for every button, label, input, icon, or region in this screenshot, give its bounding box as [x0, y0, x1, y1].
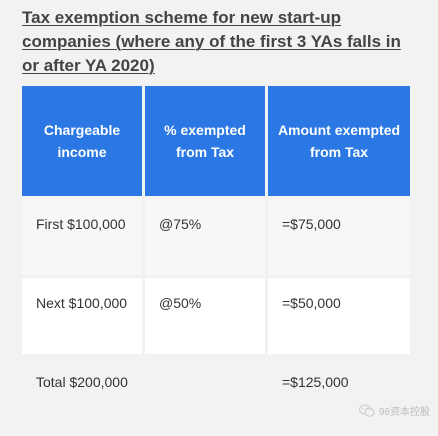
tax-exemption-table: Chargeable income % exempted from Tax Am…	[19, 83, 413, 436]
cell-percent-exempted: @75%	[145, 199, 265, 275]
cell-chargeable-income: Next $100,000	[22, 278, 142, 354]
header-percent-exempted: % exempted from Tax	[145, 86, 265, 196]
cell-percent-exempted	[145, 357, 265, 433]
cell-chargeable-income: Total $200,000	[22, 357, 142, 433]
cell-percent-exempted: @50%	[145, 278, 265, 354]
table-row: Next $100,000 @50% =$50,000	[22, 278, 410, 354]
table-header-row: Chargeable income % exempted from Tax Am…	[22, 86, 410, 196]
header-amount-exempted: Amount exempted from Tax	[268, 86, 410, 196]
table-row: Total $200,000 =$125,000	[22, 357, 410, 433]
cell-amount-exempted: =$75,000	[268, 199, 410, 275]
cell-amount-exempted: =$125,000	[268, 357, 410, 433]
table-row: First $100,000 @75% =$75,000	[22, 199, 410, 275]
document-title: Tax exemption scheme for new start-up co…	[22, 8, 401, 75]
cell-chargeable-income: First $100,000	[22, 199, 142, 275]
watermark-text: 96资本控股	[378, 407, 430, 418]
header-chargeable-income: Chargeable income	[22, 86, 142, 196]
wechat-icon	[358, 404, 375, 417]
cell-amount-exempted: =$50,000	[268, 278, 410, 354]
watermark: 96资本控股	[358, 403, 430, 418]
